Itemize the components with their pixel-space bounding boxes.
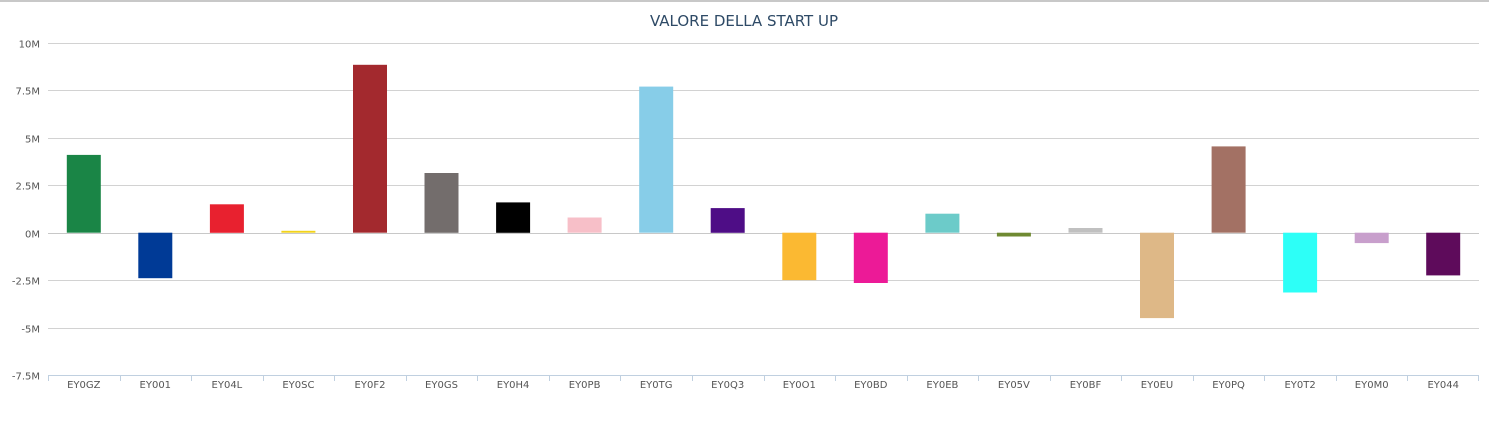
bar-ey044[interactable] (1426, 232, 1461, 276)
bar-ey0h4[interactable] (496, 202, 531, 233)
y-tick-label: -7.5M (12, 372, 40, 383)
bar-ey04l[interactable] (209, 204, 244, 233)
x-tick-label: EY0BD (854, 380, 888, 391)
bar-ey0pb[interactable] (567, 217, 602, 233)
x-tick-label: EY0GZ (67, 380, 101, 391)
y-tick-label: 7.5M (15, 87, 40, 98)
y-tick-label: 2.5M (15, 182, 40, 193)
bar-ey0tg[interactable] (639, 86, 674, 233)
x-tick-label: EY05V (998, 380, 1030, 391)
bar-ey0gs[interactable] (424, 173, 459, 233)
bar-ey0bd[interactable] (853, 232, 888, 283)
x-tick-label: EY0TG (640, 380, 673, 391)
y-tick-label: -5M (21, 325, 40, 336)
bar-ey05v[interactable] (996, 232, 1031, 237)
y-axis: 10M 7.5M 5M 2.5M 0M -2.5M -5M -7.5M (12, 40, 40, 383)
bars (66, 64, 1461, 319)
x-tick-label: EY0EB (926, 380, 958, 391)
bar-ey0pq[interactable] (1211, 146, 1246, 233)
y-tick-label: 5M (25, 135, 40, 146)
x-tick-label: EY0F2 (355, 380, 386, 391)
x-tick-label: EY001 (140, 380, 172, 391)
bar-ey0bf[interactable] (1068, 228, 1103, 233)
grid-lines (48, 43, 1479, 376)
y-tick-label: 0M (25, 230, 40, 241)
x-tick-label: EY0Q3 (711, 380, 744, 391)
x-tick-label: EY0PQ (1212, 380, 1245, 391)
x-tick-label: EY044 (1427, 380, 1459, 391)
x-tick-label: EY0GS (425, 380, 458, 391)
x-tick-label: EY0M0 (1355, 380, 1389, 391)
bar-ey0eu[interactable] (1140, 232, 1174, 319)
x-axis: EY0GZ EY001 EY04L EY0SC EY0F2 EY0GS EY0H4 EY0PB… (48, 375, 1479, 391)
bar-ey0q3[interactable] (710, 208, 745, 233)
x-tick-label: EY0T2 (1284, 380, 1315, 391)
bar-ey0t2[interactable] (1283, 232, 1318, 293)
y-tick-label: -2.5M (12, 277, 40, 288)
y-tick-label: 10M (19, 40, 40, 51)
chart-title: VALORE DELLA START UP (650, 12, 838, 30)
x-tick-label: EY0PB (569, 380, 601, 391)
x-tick-label: EY0SC (282, 380, 314, 391)
bar-ey001[interactable] (138, 232, 173, 279)
x-tick-label: EY04L (212, 380, 243, 391)
top-divider (0, 0, 1489, 2)
bar-ey0gz[interactable] (66, 154, 101, 233)
bar-ey0eb[interactable] (925, 213, 960, 233)
bar-ey0o1[interactable] (782, 232, 817, 281)
bar-ey0m0[interactable] (1354, 232, 1389, 244)
bar-ey0sc[interactable] (281, 230, 316, 233)
bar-ey0f2[interactable] (353, 64, 387, 233)
x-tick-label: EY0O1 (783, 380, 816, 391)
x-tick-label: EY0EU (1141, 380, 1173, 391)
x-tick-label: EY0H4 (497, 380, 530, 391)
x-tick-label: EY0BF (1070, 380, 1102, 391)
